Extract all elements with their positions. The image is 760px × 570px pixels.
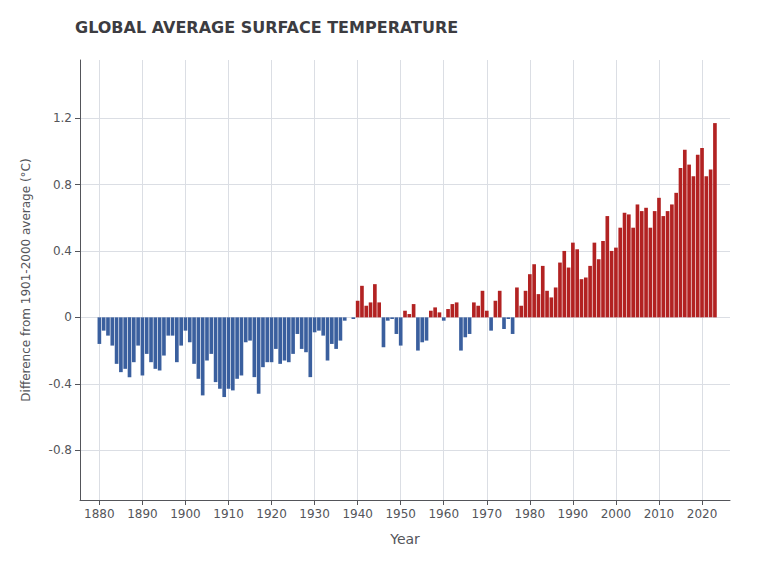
svg-text:1950: 1950	[385, 507, 416, 521]
svg-text:Year: Year	[389, 531, 420, 547]
svg-text:1910: 1910	[213, 507, 244, 521]
svg-text:1980: 1980	[515, 507, 546, 521]
svg-text:1880: 1880	[84, 507, 115, 521]
svg-text:1940: 1940	[342, 507, 373, 521]
svg-text:Difference from 1901-2000 aver: Difference from 1901-2000 average (°C)	[19, 158, 33, 401]
svg-text:1920: 1920	[256, 507, 287, 521]
svg-text:2020: 2020	[687, 507, 718, 521]
svg-text:2010: 2010	[644, 507, 675, 521]
svg-text:1.2: 1.2	[53, 111, 72, 125]
svg-text:1900: 1900	[170, 507, 201, 521]
svg-text:2000: 2000	[601, 507, 632, 521]
svg-text:0.4: 0.4	[53, 244, 72, 258]
svg-text:1930: 1930	[299, 507, 330, 521]
svg-text:1990: 1990	[558, 507, 589, 521]
svg-text:-0.8: -0.8	[49, 443, 72, 457]
svg-text:1970: 1970	[472, 507, 503, 521]
svg-text:1890: 1890	[127, 507, 158, 521]
svg-text:0.8: 0.8	[53, 178, 72, 192]
svg-text:0: 0	[64, 310, 72, 324]
svg-text:GLOBAL AVERAGE SURFACE TEMPERA: GLOBAL AVERAGE SURFACE TEMPERATURE	[75, 18, 458, 37]
svg-text:1960: 1960	[428, 507, 459, 521]
svg-text:-0.4: -0.4	[49, 377, 72, 391]
